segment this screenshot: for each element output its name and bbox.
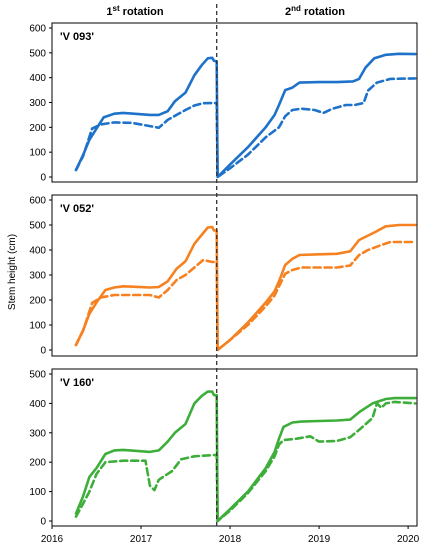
- y-tick-label: 600: [29, 24, 46, 35]
- y-tick-label: 200: [29, 123, 46, 134]
- panel-frame: [51, 368, 418, 527]
- panel-title: 'V 160': [60, 377, 94, 389]
- panel-title: 'V 093': [60, 31, 94, 43]
- first-rotation-label: 1st rotation: [106, 4, 164, 18]
- series-line-dashed: [74, 240, 417, 352]
- y-tick-label: 400: [29, 246, 46, 257]
- panel-1: 0 100 200 300 400 500 600 'V 093': [29, 22, 418, 184]
- y-tick-label: 400: [29, 73, 46, 84]
- y-tick-label: 500: [29, 370, 46, 381]
- series-line-solid: [74, 52, 417, 179]
- x-tick-label: 2017: [130, 534, 153, 545]
- y-tick-label: 0: [40, 346, 46, 357]
- series-line-solid: [74, 390, 417, 523]
- x-tick-label: 2019: [308, 534, 331, 545]
- series-line-solid: [74, 223, 417, 352]
- series-line-dashed: [74, 77, 417, 179]
- y-tick-label: 400: [29, 399, 46, 410]
- y-tick-label: 100: [29, 321, 46, 332]
- y-tick-label: 0: [40, 517, 46, 528]
- panel-title: 'V 052': [60, 203, 94, 215]
- y-tick-label: 500: [29, 48, 46, 59]
- y-tick-label: 300: [29, 271, 46, 282]
- second-rotation-label: 2nd rotation: [285, 4, 345, 18]
- panel-frame: [51, 194, 418, 357]
- y-tick-label: 200: [29, 458, 46, 469]
- panel-2: 0 100 200 300 400 500 600 'V 052': [29, 194, 418, 357]
- y-tick-label: 100: [29, 148, 46, 159]
- y-tick-label: 500: [29, 221, 46, 232]
- y-tick-label: 100: [29, 487, 46, 498]
- x-axis-ticks: 2016 2017 2018 2019 2020: [41, 526, 420, 545]
- y-tick-label: 300: [29, 428, 46, 439]
- y-tick-label: 300: [29, 98, 46, 109]
- panels-layer: 0 100 200 300 400 500 600 'V 093' 0 100 200 300 400 5…: [29, 22, 418, 528]
- y-axis-label: Stem height (cm): [7, 234, 18, 310]
- series-line-dashed: [74, 400, 417, 523]
- panel-3: 0 100 200 300 400 500 'V 160': [29, 368, 418, 528]
- y-tick-label: 600: [29, 196, 46, 207]
- y-tick-label: 0: [40, 173, 46, 184]
- x-tick-label: 2018: [219, 534, 242, 545]
- y-tick-label: 200: [29, 296, 46, 307]
- x-tick-label: 2016: [41, 534, 64, 545]
- x-tick-label: 2020: [397, 534, 420, 545]
